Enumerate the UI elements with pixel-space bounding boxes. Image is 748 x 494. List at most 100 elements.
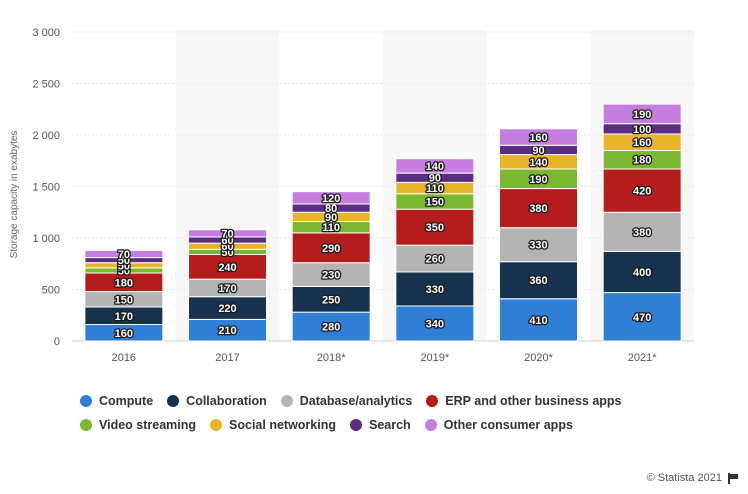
data-label: 250 [322, 294, 340, 306]
legend-label: Social networking [229, 418, 336, 432]
data-label: 70 [118, 249, 130, 261]
y-tick-label: 3 000 [32, 27, 60, 39]
legend-marker [424, 419, 437, 431]
y-axis-title: Storage capacity in exabytes [9, 131, 20, 259]
data-label: 410 [529, 315, 547, 327]
chart-legend: Compute Collaboration Database/analytics ER… [80, 389, 680, 437]
x-tick-label: 2018* [317, 352, 346, 364]
stacked-bar-chart: 0 500 1 000 1 500 2 000 2 500 3 000 Storage cap… [9, 27, 694, 364]
bar-segment [188, 229, 267, 238]
bar-segment [602, 103, 682, 125]
bar-segment [291, 191, 371, 205]
legend-label: ERP and other business apps [445, 394, 622, 408]
x-tick-label: 2021* [628, 352, 657, 364]
data-label: 340 [426, 318, 444, 330]
x-tick-label: 2019* [420, 352, 449, 364]
flag-icon[interactable] [728, 472, 738, 484]
data-label: 150 [115, 294, 133, 306]
legend-item[interactable]: Other consumer apps [424, 418, 573, 432]
data-label: 400 [633, 267, 651, 279]
data-label: 110 [426, 183, 444, 195]
data-label: 80 [325, 203, 337, 215]
data-label: 160 [633, 137, 651, 149]
legend-item[interactable]: Social networking [210, 418, 336, 432]
legend-marker [350, 419, 362, 431]
data-label: 180 [633, 155, 651, 167]
data-label: 190 [633, 109, 651, 121]
data-label: 90 [325, 212, 337, 224]
y-tick-label: 2 500 [32, 79, 60, 91]
data-label: 160 [529, 132, 547, 144]
legend-marker [80, 419, 92, 431]
data-label: 230 [322, 270, 340, 282]
legend-item[interactable]: Video streaming [80, 418, 196, 432]
data-label: 120 [322, 193, 340, 205]
legend-marker [210, 419, 223, 431]
bar-segment [188, 253, 267, 280]
legend-label: Compute [99, 394, 154, 408]
data-label: 470 [633, 312, 651, 324]
data-label: 380 [529, 203, 547, 215]
legend-label: Video streaming [99, 418, 197, 432]
legend-marker [280, 395, 293, 407]
y-tick-label: 500 [42, 285, 60, 297]
x-tick-label: 2016 [112, 352, 136, 364]
data-label: 350 [426, 222, 444, 234]
data-label: 330 [426, 284, 444, 296]
data-label: 380 [633, 227, 651, 239]
y-tick-label: 1 000 [32, 233, 60, 245]
legend-item[interactable]: Collaboration [167, 394, 267, 408]
bar-segment [602, 211, 682, 252]
data-label: 160 [115, 328, 133, 340]
bar-segment [291, 232, 371, 264]
data-label: 70 [221, 228, 233, 240]
legend-label: Collaboration [186, 394, 267, 408]
bar-segment [291, 285, 371, 313]
x-tick-label: 2017 [215, 352, 239, 364]
data-label: 280 [322, 322, 340, 334]
bar-segment [395, 208, 475, 246]
data-label: 90 [532, 145, 544, 157]
bar-segment [499, 128, 578, 146]
bar-segment [602, 292, 682, 342]
x-tick-label: 2020* [524, 352, 553, 364]
data-label: 100 [633, 124, 651, 136]
data-label: 290 [322, 243, 340, 255]
data-label: 220 [218, 303, 236, 315]
data-label: 420 [633, 186, 651, 198]
source-credit[interactable]: © Statista 2021 [647, 472, 738, 484]
legend-item[interactable]: Compute [80, 394, 153, 408]
bar-segment [84, 249, 164, 259]
data-label: 190 [529, 174, 547, 186]
legend-item[interactable]: Database/analytics [280, 394, 413, 408]
legend-label: Database/analytics [299, 394, 413, 408]
legend-label: Search [369, 418, 411, 432]
bar-segment [395, 158, 475, 174]
bar-segment [395, 305, 475, 342]
data-label: 240 [218, 262, 236, 274]
data-label: 180 [115, 277, 133, 289]
bar-segment [499, 261, 578, 300]
y-tick-label: 1 500 [32, 182, 60, 194]
bar-segment [499, 298, 578, 342]
credit-text: © Statista 2021 [646, 472, 722, 484]
data-label: 170 [115, 311, 133, 323]
y-tick-label: 0 [54, 336, 60, 348]
data-label: 110 [322, 222, 340, 234]
legend-marker [167, 395, 180, 407]
legend-item[interactable]: Search [350, 418, 411, 432]
data-label: 360 [529, 275, 547, 287]
bar-segment [395, 271, 475, 307]
bar-segment [499, 227, 578, 263]
legend-item[interactable]: ERP and other business apps [426, 394, 622, 408]
legend-row: Video streaming Social networking Search Ot… [80, 413, 680, 437]
data-label: 150 [426, 196, 444, 208]
legend-marker [426, 395, 439, 407]
data-label: 90 [429, 173, 441, 185]
data-label: 260 [426, 254, 444, 266]
data-label: 330 [529, 240, 547, 252]
legend-label: Other consumer apps [443, 418, 573, 432]
data-label: 170 [218, 283, 236, 295]
data-label: 140 [426, 161, 444, 173]
